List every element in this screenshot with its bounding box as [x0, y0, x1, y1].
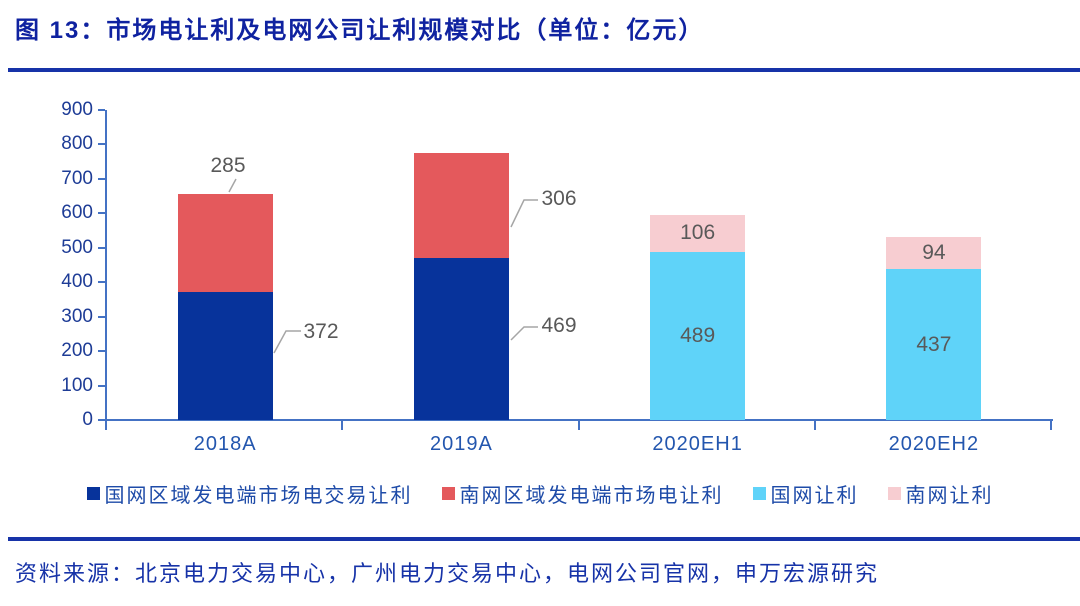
x-category-label: 2018A	[193, 433, 257, 455]
legend-label: 国网让利	[770, 484, 859, 507]
x-category-label: 2020EH1	[652, 433, 743, 455]
bar-segment	[886, 237, 982, 270]
bar-segment	[177, 193, 273, 292]
legend-label: 南网让利	[905, 484, 994, 507]
leader-line	[510, 199, 538, 228]
y-tick-label: 600	[61, 202, 93, 224]
bar-data-label: 285	[210, 154, 246, 177]
bar-data-label: 437	[916, 332, 952, 356]
figure-title: 图 13：市场电让利及电网公司让利规模对比（单位：亿元）	[15, 17, 705, 44]
x-tick	[1050, 421, 1052, 430]
legend-swatch-icon	[86, 486, 100, 500]
y-tick	[98, 177, 105, 180]
y-tick	[98, 143, 105, 146]
y-tick-label: 0	[82, 409, 93, 430]
y-tick	[98, 281, 105, 284]
x-category-label: 2020EH2	[888, 433, 980, 455]
y-tick	[98, 384, 105, 387]
bar-data-label: 489	[680, 323, 716, 347]
x-tick	[577, 421, 580, 430]
y-tick	[98, 419, 105, 421]
legend-swatch-icon	[752, 486, 766, 500]
bar-segment	[650, 251, 746, 420]
y-tick	[98, 246, 105, 249]
legend-label: 国网区域发电端市场电交易让利	[104, 484, 413, 507]
bar-data-label: 469	[541, 314, 577, 337]
leader-line	[510, 326, 538, 341]
y-tick-label: 400	[61, 271, 93, 293]
bar-data-label: 306	[541, 187, 577, 210]
bar-segment	[413, 258, 509, 420]
bar-segment	[650, 215, 746, 252]
legend-swatch-icon	[887, 486, 901, 500]
x-tick	[341, 421, 344, 430]
source-divider	[8, 537, 1080, 541]
y-tick-label: 100	[61, 374, 93, 396]
bar-data-label: 94	[922, 241, 946, 265]
source-note: 资料来源：北京电力交易中心，广州电力交易中心，电网公司官网，申万宏源研究	[15, 561, 880, 586]
x-axis-line	[105, 419, 1053, 421]
legend-item: 南网区域发电端市场电让利	[441, 479, 724, 508]
y-tick-label: 300	[61, 305, 93, 327]
y-tick-label: 900	[61, 99, 93, 120]
legend: 国网区域发电端市场电交易让利 南网区域发电端市场电让利 国网让利 南网让利	[0, 479, 1080, 508]
legend-item: 国网让利	[752, 479, 859, 508]
x-tick	[813, 421, 816, 430]
legend-swatch-icon	[441, 486, 455, 500]
y-tick	[98, 350, 105, 353]
y-tick-label: 700	[61, 167, 93, 189]
title-divider	[8, 68, 1080, 72]
bar-data-label: 106	[680, 221, 716, 245]
y-tick	[98, 315, 105, 318]
legend-label: 南网区域发电端市场电让利	[459, 484, 724, 507]
bar-segment	[886, 269, 982, 420]
y-tick-label: 800	[61, 133, 93, 155]
y-tick-label: 500	[61, 236, 93, 258]
y-tick	[98, 109, 105, 111]
bar-data-label: 372	[303, 320, 339, 343]
bar-segment	[413, 153, 509, 259]
y-tick	[98, 212, 105, 215]
bar-segment	[177, 291, 273, 420]
x-category-label: 2019A	[429, 433, 493, 455]
leader-line	[228, 178, 237, 193]
y-axis-line	[105, 110, 107, 422]
leader-line	[273, 330, 301, 354]
y-tick-label: 200	[61, 340, 93, 362]
x-tick	[105, 421, 107, 430]
legend-item: 南网让利	[887, 479, 994, 508]
legend-item: 国网区域发电端市场电交易让利	[86, 479, 413, 508]
